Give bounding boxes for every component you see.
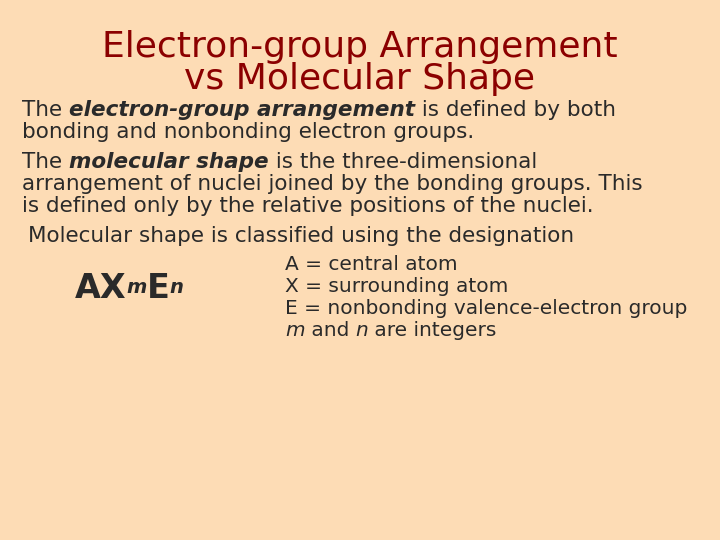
Text: A = central atom: A = central atom — [285, 255, 458, 274]
Text: X = surrounding atom: X = surrounding atom — [285, 277, 508, 296]
Text: is the three-dimensional: is the three-dimensional — [269, 152, 537, 172]
Text: n: n — [356, 321, 368, 340]
Text: Molecular shape is classified using the designation: Molecular shape is classified using the … — [28, 226, 574, 246]
Text: are integers: are integers — [368, 321, 497, 340]
Text: molecular shape: molecular shape — [69, 152, 269, 172]
Text: is defined only by the relative positions of the nuclei.: is defined only by the relative position… — [22, 196, 593, 216]
Text: n: n — [170, 278, 184, 297]
Text: m: m — [285, 321, 305, 340]
Text: vs Molecular Shape: vs Molecular Shape — [184, 62, 536, 96]
Text: arrangement of nuclei joined by the bonding groups. This: arrangement of nuclei joined by the bond… — [22, 174, 643, 194]
Text: E: E — [147, 272, 170, 305]
Text: AX: AX — [75, 272, 127, 305]
Text: Electron-group Arrangement: Electron-group Arrangement — [102, 30, 618, 64]
Text: is defined by both: is defined by both — [415, 100, 616, 120]
Text: The: The — [22, 100, 69, 120]
Text: m: m — [127, 278, 147, 297]
Text: electron-group arrangement: electron-group arrangement — [69, 100, 415, 120]
Text: The: The — [22, 152, 69, 172]
Text: E = nonbonding valence-electron group: E = nonbonding valence-electron group — [285, 299, 688, 318]
Text: bonding and nonbonding electron groups.: bonding and nonbonding electron groups. — [22, 122, 474, 142]
Text: and: and — [305, 321, 356, 340]
